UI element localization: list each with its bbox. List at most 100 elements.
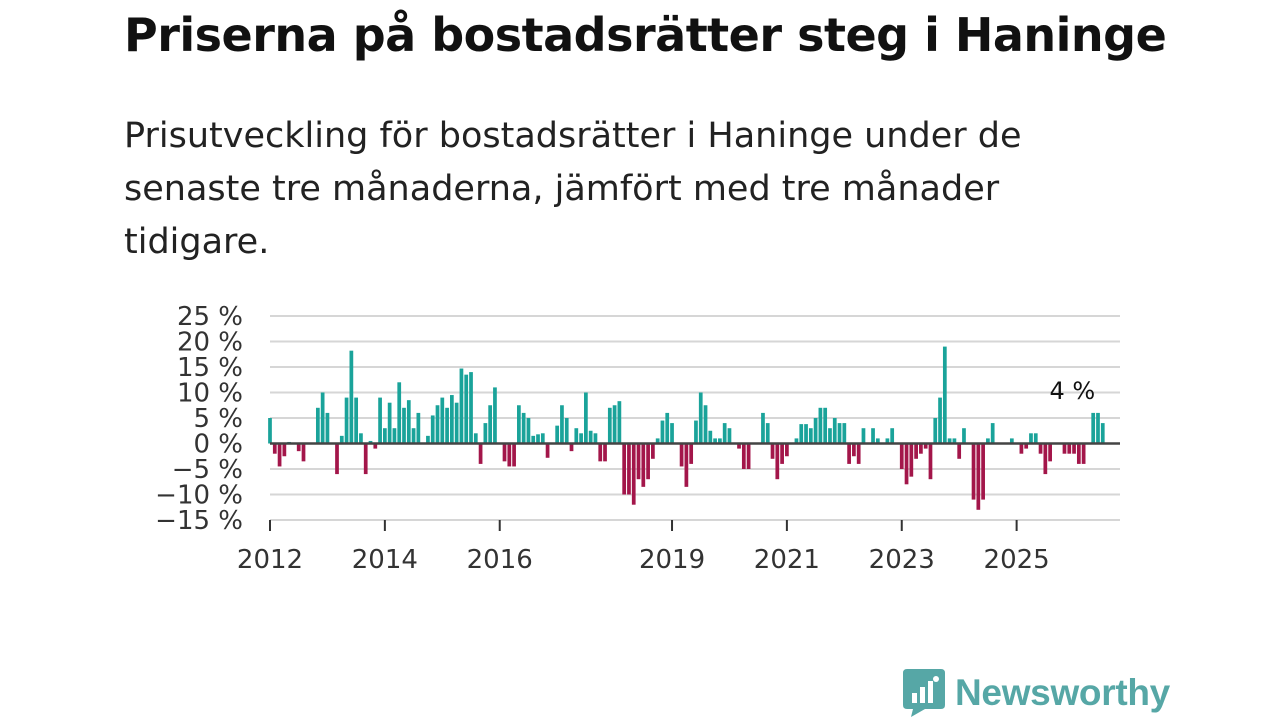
bar-chart: −15 %−10 %−5 %0 %5 %10 %15 %20 %25 % 201… — [155, 302, 1120, 575]
bar — [808, 428, 813, 444]
gridlines — [270, 315, 1120, 521]
bar — [301, 443, 306, 462]
y-axis: −15 %−10 %−5 %0 %5 %10 %15 %20 %25 % — [155, 302, 243, 536]
bar — [598, 443, 603, 462]
bar — [445, 407, 449, 444]
y-tick-label: 0 % — [193, 430, 243, 460]
bar — [785, 443, 789, 457]
bar — [579, 433, 583, 444]
bar — [703, 405, 708, 444]
bar — [765, 423, 770, 444]
bar — [1076, 443, 1081, 464]
bar — [430, 415, 435, 444]
bar — [636, 443, 641, 480]
y-tick-label: 10 % — [177, 379, 243, 409]
chart-title: Priserna på bostadsrätter steg i Haninge — [124, 8, 1167, 62]
bar — [1024, 443, 1029, 449]
x-tick-label: 2021 — [754, 545, 820, 575]
bar — [852, 443, 856, 457]
bar — [698, 392, 703, 444]
bar — [469, 372, 473, 444]
x-tick-label: 2014 — [352, 545, 418, 575]
bar — [990, 423, 995, 444]
bar — [856, 443, 861, 464]
bar — [1033, 433, 1038, 444]
bar — [641, 443, 646, 487]
bar — [631, 443, 636, 505]
latest-value-label: 4 % — [1049, 377, 1095, 405]
bar — [861, 428, 866, 444]
y-tick-label: 25 % — [177, 302, 243, 332]
bar — [607, 407, 612, 444]
bar — [272, 443, 277, 454]
bar — [564, 418, 569, 444]
bar — [713, 438, 717, 444]
bar — [411, 428, 416, 444]
bar — [488, 405, 493, 444]
bar — [962, 428, 966, 444]
bar — [923, 443, 928, 449]
bar — [493, 387, 497, 444]
bar — [325, 412, 330, 444]
bar — [679, 443, 684, 467]
bar — [914, 443, 918, 459]
bar — [928, 443, 933, 480]
bar — [646, 443, 650, 480]
bar — [727, 428, 732, 444]
bar — [708, 430, 713, 444]
bar — [560, 405, 564, 444]
bar — [794, 438, 799, 444]
bar — [617, 401, 622, 444]
bar — [694, 420, 698, 444]
bar — [655, 438, 660, 444]
bar — [459, 368, 464, 444]
bar — [450, 395, 454, 444]
bar — [282, 443, 287, 457]
bar — [823, 407, 828, 444]
bar — [344, 397, 349, 444]
bar — [837, 423, 842, 444]
bar — [588, 430, 593, 444]
bar — [775, 443, 780, 480]
x-tick-label: 2019 — [639, 545, 705, 575]
y-tick-label: 20 % — [177, 328, 243, 358]
bar — [818, 407, 823, 444]
bar — [828, 428, 832, 444]
bars — [268, 346, 1105, 510]
bar — [938, 397, 942, 444]
bar — [354, 397, 359, 444]
bar — [1062, 443, 1067, 454]
x-tick-label: 2016 — [467, 545, 533, 575]
bar — [770, 443, 775, 459]
bar — [875, 438, 880, 444]
bar — [473, 433, 478, 444]
bar — [378, 397, 382, 444]
bar — [268, 418, 272, 444]
bar — [540, 433, 545, 444]
bar — [296, 443, 301, 452]
brand-logo[interactable]: Newsworthy — [903, 668, 1170, 718]
bar — [1043, 443, 1048, 475]
bar — [722, 423, 727, 444]
bar — [536, 434, 540, 444]
bar — [555, 425, 560, 444]
chart-subtitle: Prisutveckling för bostadsrätter i Hanin… — [124, 116, 1022, 262]
bar — [847, 443, 851, 464]
bar — [952, 438, 957, 444]
bar — [981, 443, 985, 500]
bar — [335, 443, 339, 475]
y-tick-label: 15 % — [177, 353, 243, 383]
bar — [440, 397, 445, 444]
bar — [531, 435, 536, 444]
bar — [397, 382, 402, 444]
bar — [517, 405, 521, 444]
brand-name: Newsworthy — [955, 672, 1170, 713]
bar — [426, 435, 430, 444]
y-tick-label: −5 % — [172, 455, 243, 485]
bar — [670, 423, 674, 444]
bar — [1096, 412, 1100, 444]
x-tick-label: 2025 — [984, 545, 1050, 575]
bar — [277, 443, 282, 467]
bar — [718, 438, 722, 444]
bar — [689, 443, 694, 464]
